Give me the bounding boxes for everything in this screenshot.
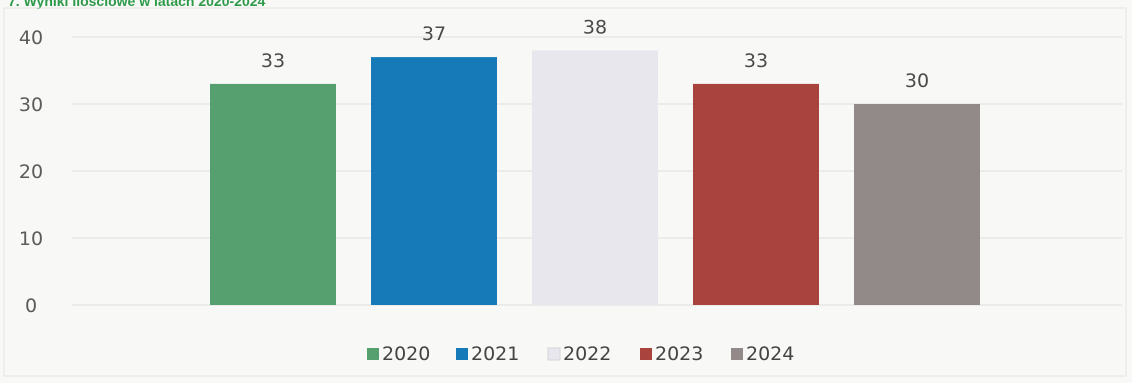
legend-label-2022: 2022 [563, 343, 611, 365]
data-label-2023: 33 [744, 50, 768, 72]
bar-2023 [693, 83, 819, 306]
y-axis-tick-labels: 0 10 20 30 40 [19, 27, 43, 317]
bar-2021 [371, 57, 497, 305]
bars [210, 50, 980, 306]
legend-label-2021: 2021 [471, 343, 519, 365]
y-tick-label-0: 0 [25, 295, 37, 317]
legend-label-2024: 2024 [746, 343, 794, 365]
legend-swatch-2022 [547, 347, 561, 361]
y-tick-label-40: 40 [19, 27, 43, 49]
legend-swatch-2021 [456, 348, 468, 360]
data-label-2024: 30 [905, 70, 929, 92]
y-tick-label-10: 10 [19, 228, 43, 250]
bar-2020 [210, 83, 336, 306]
chart-frame [3, 7, 1127, 377]
data-label-2022: 38 [583, 16, 607, 38]
y-tick-label-30: 30 [19, 94, 43, 116]
legend-swatch-2024 [731, 348, 743, 360]
legend-label-2023: 2023 [655, 343, 703, 365]
data-label-2020: 33 [261, 50, 285, 72]
chart-title: 7. Wyniki ilościowe w latach 2020-2024 [8, 0, 266, 9]
legend-label-2020: 2020 [382, 343, 430, 365]
bar-2022 [532, 50, 658, 306]
legend-swatch-2020 [367, 348, 379, 360]
data-labels: 33 37 38 33 30 [261, 16, 929, 92]
data-label-2021: 37 [422, 23, 446, 45]
bar-2024 [854, 104, 980, 305]
legend-swatch-2023 [640, 348, 652, 360]
legend: 2020 2021 2022 2023 2024 [367, 343, 794, 365]
y-tick-label-20: 20 [19, 161, 43, 183]
